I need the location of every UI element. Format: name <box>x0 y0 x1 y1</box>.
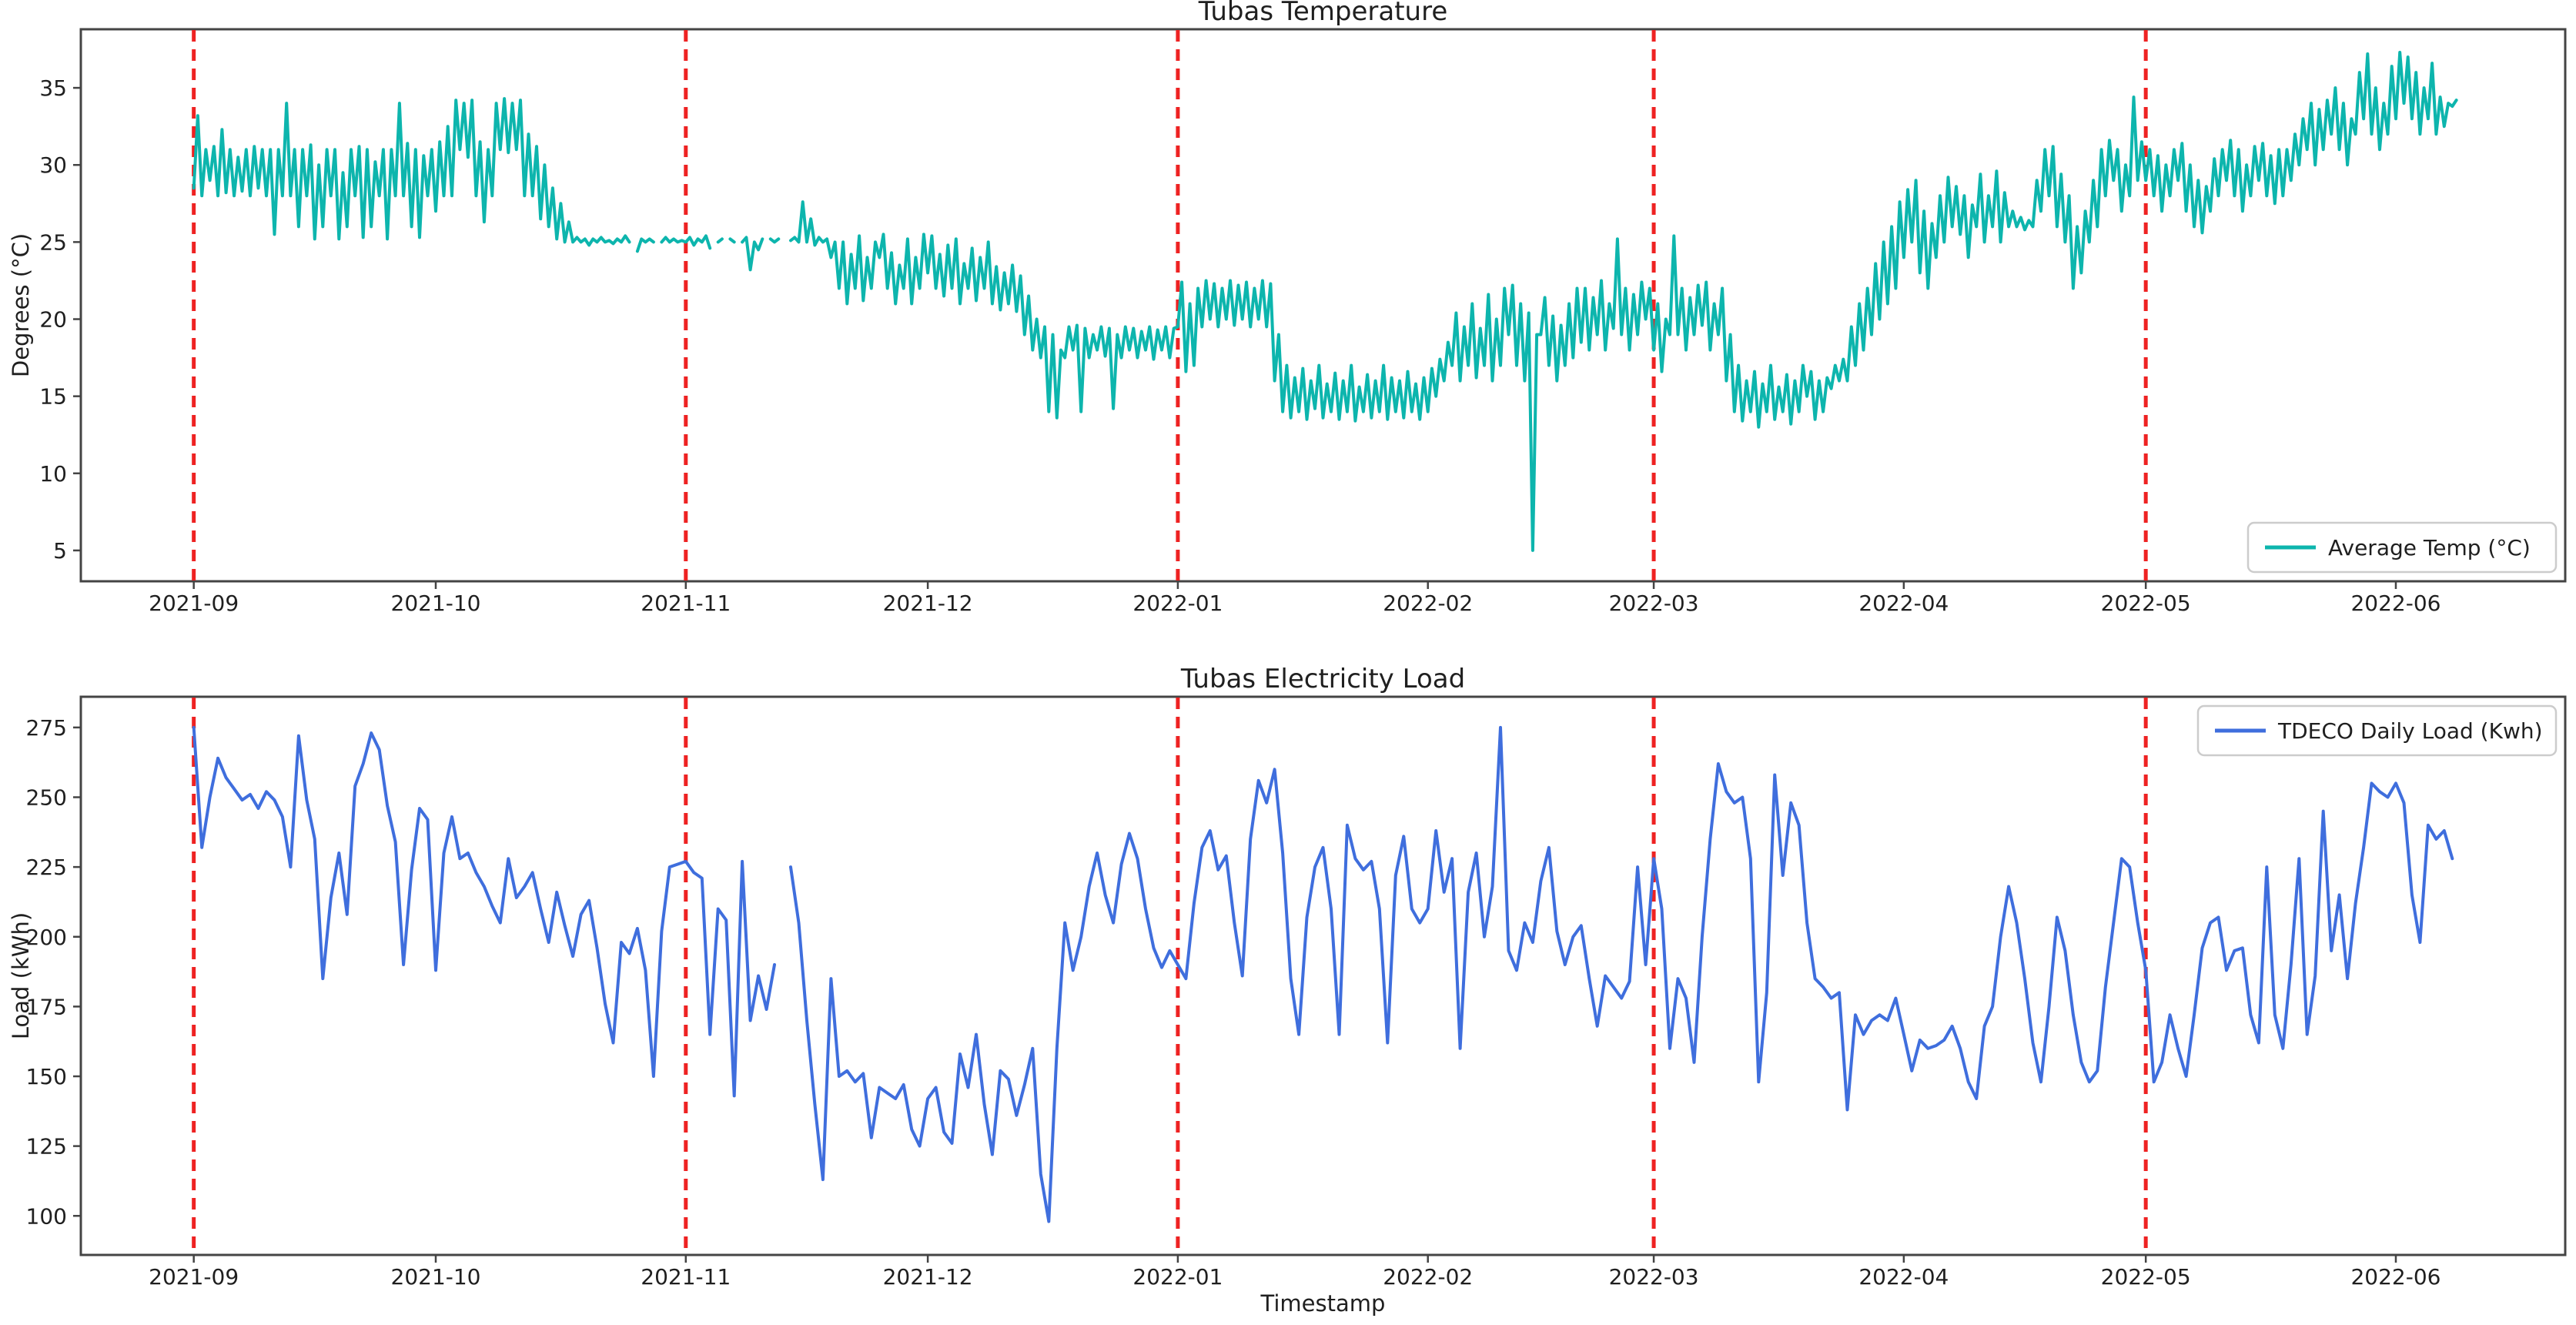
y-tick-label: 100 <box>26 1203 67 1229</box>
x-tick-label: 2022-02 <box>1383 591 1473 616</box>
y-tick-label: 250 <box>26 785 67 811</box>
x-tick-label: 2022-03 <box>1609 591 1699 616</box>
x-tick-label: 2022-05 <box>2101 1264 2191 1290</box>
y-tick-label: 20 <box>39 307 67 333</box>
legend-box <box>2196 704 2558 757</box>
legend-label: TDECO Daily Load (Kwh) <box>2277 718 2543 744</box>
legend: TDECO Daily Load (Kwh) <box>2196 704 2558 757</box>
x-tick-label: 2022-01 <box>1132 591 1223 616</box>
x-tick-label: 2021-09 <box>149 1264 239 1290</box>
x-tick-label: 2021-11 <box>641 1264 731 1290</box>
chart-title: Tubas Electricity Load <box>1180 664 1465 694</box>
x-tick-label: 2021-09 <box>149 591 239 616</box>
temperature-series-line <box>192 51 2458 552</box>
x-tick-label: 2022-05 <box>2101 591 2191 616</box>
load-subplot: 2021-09 2021-10 2021-11 2021-12 2022-01 2022-… <box>8 664 2567 1317</box>
x-tick-label: 2021-12 <box>883 1264 973 1290</box>
x-axis-label: Timestamp <box>1260 1290 1386 1317</box>
y-tick-label: 15 <box>39 384 67 410</box>
x-tick-label: 2022-04 <box>1858 591 1949 616</box>
legend-box <box>2246 521 2558 574</box>
x-tick-label: 2021-12 <box>883 591 973 616</box>
legend-label: Average Temp (°C) <box>2328 535 2531 560</box>
y-tick-label: 25 <box>39 229 67 255</box>
legend: Average Temp (°C) <box>2246 521 2558 574</box>
x-tick-label: 2021-10 <box>391 591 481 616</box>
x-tick-label: 2022-03 <box>1609 1264 1699 1290</box>
x-tick-label: 2022-06 <box>2350 591 2441 616</box>
y-tick-label: 30 <box>39 152 67 178</box>
y-tick-label: 10 <box>39 461 67 487</box>
y-tick-label: 200 <box>26 925 67 950</box>
x-tick-label: 2021-11 <box>641 591 731 616</box>
y-axis-label: Load (kWh) <box>8 912 34 1039</box>
y-tick-label: 175 <box>26 994 67 1019</box>
x-tick-label: 2021-10 <box>391 1264 481 1290</box>
y-tick-label: 275 <box>26 715 67 741</box>
plot-area <box>79 695 2567 1256</box>
y-tick-label: 35 <box>39 75 67 101</box>
chart-title: Tubas Temperature <box>1198 0 1447 27</box>
y-tick-label: 150 <box>26 1064 67 1089</box>
y-axis-label: Degrees (°C) <box>8 233 34 377</box>
y-tick-label: 5 <box>53 538 67 564</box>
x-tick-label: 2022-01 <box>1132 1264 1223 1290</box>
plot-area <box>79 28 2567 583</box>
x-tick-label: 2022-02 <box>1383 1264 1473 1290</box>
load-series-line <box>192 725 2454 1223</box>
x-tick-label: 2022-06 <box>2350 1264 2441 1290</box>
temperature-subplot: 2021-09 2021-10 2021-11 2021-12 2022-01 2022-… <box>8 0 2567 616</box>
y-tick-label: 125 <box>26 1134 67 1159</box>
y-tick-label: 225 <box>26 855 67 880</box>
x-tick-label: 2022-04 <box>1858 1264 1949 1290</box>
